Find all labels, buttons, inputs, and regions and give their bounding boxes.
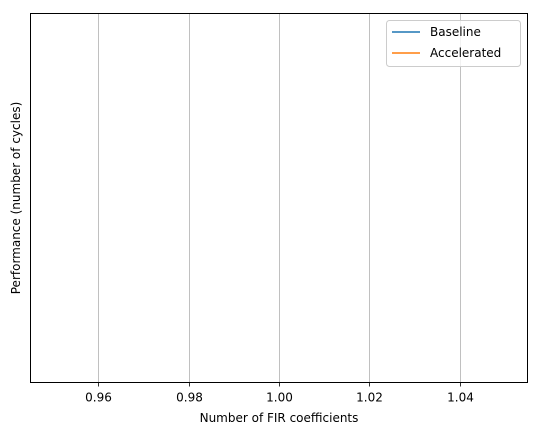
- legend-label-baseline: Baseline: [430, 25, 481, 39]
- x-axis-label: Number of FIR coefficients: [200, 411, 359, 425]
- x-tick-label: 1.02: [356, 391, 383, 405]
- x-tick-label: 0.96: [85, 391, 112, 405]
- legend-label-accelerated: Accelerated: [430, 46, 501, 60]
- x-tick-label: 0.98: [176, 391, 203, 405]
- plot-area-frame: [30, 13, 528, 383]
- legend: Baseline Accelerated: [386, 20, 521, 67]
- grid-lines: [98, 13, 461, 383]
- x-tick-label: 1.00: [266, 391, 293, 405]
- y-axis-label: Performance (number of cycles): [9, 102, 23, 295]
- x-tick-label: 1.04: [447, 391, 474, 405]
- x-axis-ticks: 0.96 0.98 1.00 1.02 1.04: [85, 382, 474, 405]
